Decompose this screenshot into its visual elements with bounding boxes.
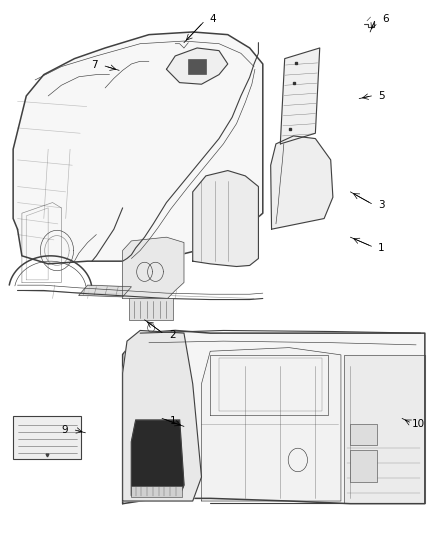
Polygon shape [123,330,425,504]
Polygon shape [193,171,258,266]
Polygon shape [271,136,333,229]
Bar [13,416,81,459]
Text: 2: 2 [170,330,177,340]
Bar [350,450,377,482]
Polygon shape [123,330,201,501]
Text: 4: 4 [209,14,216,23]
Polygon shape [79,285,131,297]
Polygon shape [166,48,228,84]
Bar [131,486,182,497]
Text: 10: 10 [412,419,425,429]
Bar [188,59,206,74]
Polygon shape [201,348,341,501]
Polygon shape [123,237,184,300]
Text: 6: 6 [382,14,389,23]
Text: 5: 5 [378,91,385,101]
Polygon shape [13,32,263,264]
Text: 7: 7 [91,60,98,70]
Polygon shape [344,355,425,503]
Text: 3: 3 [378,200,385,210]
Bar [350,424,377,445]
Text: 1: 1 [378,243,385,253]
Bar [129,298,173,320]
Text: 9: 9 [61,425,68,435]
Polygon shape [280,48,320,144]
Polygon shape [131,420,184,496]
Text: 1: 1 [170,416,177,426]
